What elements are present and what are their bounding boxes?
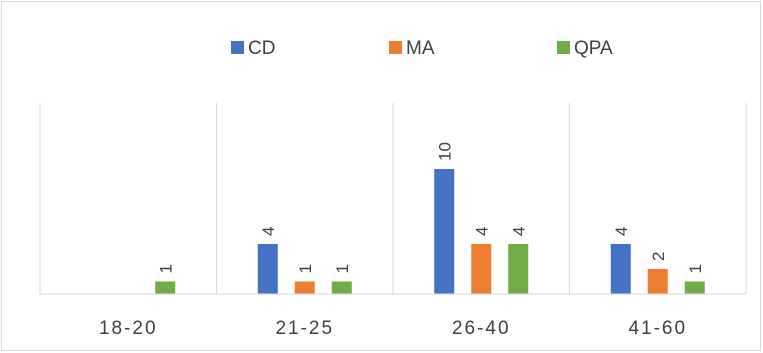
- legend-swatch-ma: [389, 41, 402, 54]
- data-label: 1: [296, 264, 315, 273]
- data-label: 4: [612, 227, 631, 236]
- data-label: 4: [509, 227, 528, 236]
- data-label: 4: [259, 227, 278, 236]
- legend-label-qpa: QPA: [574, 38, 613, 59]
- bar-qpa-41-60: [684, 281, 705, 294]
- grid-layer: [39, 103, 747, 294]
- bar-ma-26-40: [471, 244, 492, 294]
- data-label: 2: [649, 252, 668, 261]
- bar-cd-26-40: [434, 169, 455, 294]
- bars-layer: [155, 169, 705, 294]
- data-label: 1: [156, 264, 175, 273]
- x-tick-label: 26-40: [452, 318, 511, 339]
- bar-cd-21-25: [257, 244, 278, 294]
- data-label: 1: [333, 264, 352, 273]
- bar-ma-41-60: [647, 269, 668, 294]
- x-tick-label: 41-60: [628, 318, 687, 339]
- bar-ma-21-25: [294, 281, 315, 294]
- bar-qpa-26-40: [508, 244, 529, 294]
- bar-cd-41-60: [610, 244, 631, 294]
- bar-qpa-21-25: [331, 281, 352, 294]
- x-tick-label: 21-25: [275, 318, 334, 339]
- bar-qpa-18-20: [155, 281, 176, 294]
- data-labels-layer: 4 10 4 1 4 2 1 1 4 1: [156, 142, 705, 273]
- x-tick-label: 18-20: [99, 318, 158, 339]
- data-label: 1: [686, 264, 705, 273]
- legend-label-ma: MA: [406, 38, 435, 59]
- data-label: 4: [472, 227, 491, 236]
- data-label: 10: [435, 142, 454, 161]
- legend-swatch-qpa: [557, 41, 570, 54]
- legend-swatch-cd: [231, 41, 244, 54]
- legend-label-cd: CD: [248, 38, 275, 59]
- x-axis: 18-20 21-25 26-40 41-60: [40, 293, 746, 339]
- legend: CD MA QPA: [231, 38, 613, 59]
